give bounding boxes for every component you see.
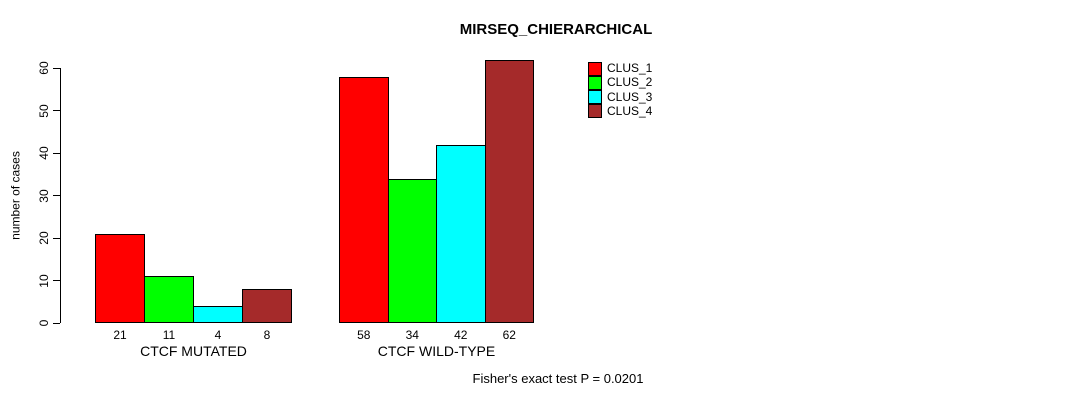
legend-swatch-icon bbox=[588, 61, 602, 76]
bar-clus_2-1 bbox=[144, 276, 194, 323]
y-tick-label: 40 bbox=[37, 146, 51, 160]
bar-value-label: 42 bbox=[454, 328, 468, 342]
y-tick-mark bbox=[53, 237, 60, 239]
bar-value-label: 4 bbox=[214, 328, 222, 342]
bar-value-label: 11 bbox=[162, 328, 176, 342]
legend-label: CLUS_2 bbox=[607, 75, 653, 90]
bar-clus_1-2 bbox=[339, 76, 389, 323]
bar-value-label: 62 bbox=[502, 328, 516, 342]
legend-swatch-icon bbox=[588, 104, 602, 119]
legend-row-clus_1: CLUS_1 bbox=[588, 61, 653, 76]
legend-swatch-icon bbox=[588, 75, 602, 90]
y-tick-mark bbox=[53, 110, 60, 111]
y-tick-mark bbox=[53, 195, 60, 196]
y-tick-label: 30 bbox=[37, 188, 51, 203]
bar-clus_1-1 bbox=[95, 233, 145, 323]
bar-clus_4-1 bbox=[242, 289, 292, 323]
y-tick-label: 0 bbox=[37, 319, 51, 327]
bar-value-label: 34 bbox=[405, 328, 419, 342]
y-axis-line bbox=[60, 68, 61, 323]
legend-label: CLUS_1 bbox=[607, 61, 653, 75]
y-tick-label: 20 bbox=[37, 231, 51, 245]
y-tick-mark bbox=[53, 67, 60, 69]
y-tick-label: 50 bbox=[37, 103, 51, 118]
y-tick-label: 10 bbox=[37, 273, 51, 288]
bar-clus_2-2 bbox=[387, 178, 437, 323]
legend-swatch-icon bbox=[588, 90, 602, 105]
group-label-1: CTCF MUTATED bbox=[140, 343, 247, 359]
chart-title: MIRSEQ_CHIERARCHICAL bbox=[459, 21, 653, 38]
legend: CLUS_1 CLUS_2 CLUS_3 CLUS_4 bbox=[588, 61, 653, 119]
stat-test-annotation: Fisher's exact test P = 0.0201 bbox=[472, 371, 644, 386]
y-axis-title: number of cases bbox=[8, 151, 23, 240]
legend-row-clus_4: CLUS_4 bbox=[588, 103, 653, 119]
y-tick-mark bbox=[53, 322, 60, 324]
group-label-2: CTCF WILD-TYPE bbox=[377, 343, 496, 359]
y-tick-mark bbox=[53, 152, 60, 154]
bar-clus_3-2 bbox=[436, 144, 486, 323]
legend-row-clus_2: CLUS_2 bbox=[588, 75, 653, 90]
legend-row-clus_3: CLUS_3 bbox=[588, 89, 653, 105]
legend-label: CLUS_4 bbox=[607, 103, 653, 118]
bar-value-label: 8 bbox=[263, 328, 271, 342]
bar-clus_4-2 bbox=[484, 59, 534, 323]
y-tick-mark bbox=[53, 280, 60, 281]
bar-value-label: 58 bbox=[357, 328, 371, 342]
legend-label: CLUS_3 bbox=[607, 89, 653, 104]
bar-clus_3-1 bbox=[193, 306, 243, 323]
y-tick-label: 60 bbox=[37, 61, 51, 75]
bar-value-label: 21 bbox=[113, 328, 127, 342]
